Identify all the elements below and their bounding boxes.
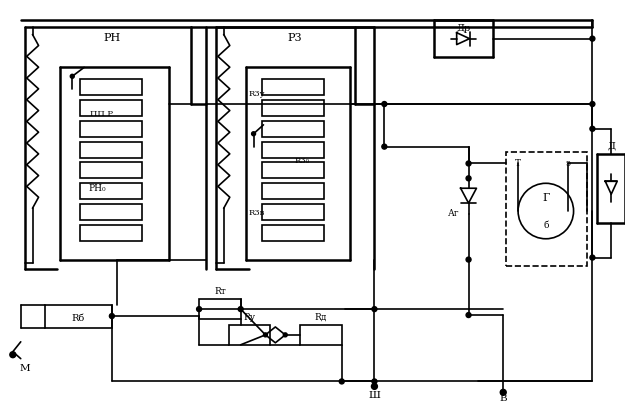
Text: R3в: R3в — [248, 209, 265, 217]
Text: Г: Г — [542, 193, 550, 203]
Bar — [263, 225, 324, 241]
Circle shape — [238, 307, 243, 312]
Circle shape — [372, 383, 377, 389]
Bar — [263, 183, 324, 199]
Bar — [229, 325, 271, 345]
Circle shape — [372, 307, 377, 312]
Text: Rб: Rб — [72, 314, 85, 322]
Circle shape — [264, 333, 268, 337]
Text: Rу: Rу — [244, 313, 256, 322]
Text: Д: Д — [607, 141, 615, 150]
Circle shape — [10, 352, 16, 357]
Bar — [263, 142, 324, 158]
Text: М: М — [19, 364, 30, 373]
Circle shape — [518, 183, 573, 239]
Text: В: В — [499, 394, 507, 403]
Circle shape — [590, 36, 595, 41]
Bar — [80, 204, 141, 220]
Bar — [80, 225, 141, 241]
Bar — [263, 204, 324, 220]
Text: R3у: R3у — [248, 90, 265, 98]
Circle shape — [109, 314, 114, 318]
Circle shape — [590, 255, 595, 260]
Text: РН₀: РН₀ — [88, 184, 106, 193]
Text: Др: Др — [457, 24, 471, 33]
Text: Rт: Rт — [214, 287, 225, 296]
Circle shape — [197, 307, 202, 312]
Circle shape — [590, 126, 595, 131]
Bar — [80, 162, 141, 179]
Text: б: б — [543, 221, 549, 231]
Circle shape — [501, 389, 506, 395]
Text: Т: Т — [515, 159, 521, 168]
Circle shape — [466, 257, 471, 262]
Bar — [80, 183, 141, 199]
Circle shape — [590, 102, 595, 106]
Text: ПП Р: ПП Р — [90, 110, 114, 118]
Circle shape — [382, 144, 387, 149]
Bar — [80, 142, 141, 158]
Bar — [263, 79, 324, 95]
Text: Р3: Р3 — [288, 33, 303, 43]
Bar — [263, 121, 324, 137]
Text: R3₀: R3₀ — [295, 156, 310, 164]
Circle shape — [372, 379, 377, 384]
Bar — [506, 152, 587, 266]
Text: э: э — [565, 159, 570, 168]
Text: Rд: Rд — [315, 313, 327, 322]
Text: РН: РН — [103, 33, 121, 43]
Circle shape — [466, 161, 471, 166]
Circle shape — [283, 333, 287, 337]
Bar — [263, 100, 324, 116]
Bar — [199, 299, 241, 319]
Bar — [45, 305, 112, 328]
Circle shape — [339, 379, 344, 384]
Circle shape — [466, 176, 471, 181]
Text: Аг: Аг — [448, 208, 460, 218]
Circle shape — [466, 313, 471, 318]
Bar — [80, 79, 141, 95]
Circle shape — [70, 74, 74, 78]
Bar — [80, 121, 141, 137]
Bar — [80, 100, 141, 116]
Circle shape — [252, 132, 256, 136]
Circle shape — [382, 102, 387, 106]
Text: Ш: Ш — [369, 391, 381, 400]
Bar — [263, 162, 324, 179]
Bar — [300, 325, 342, 345]
